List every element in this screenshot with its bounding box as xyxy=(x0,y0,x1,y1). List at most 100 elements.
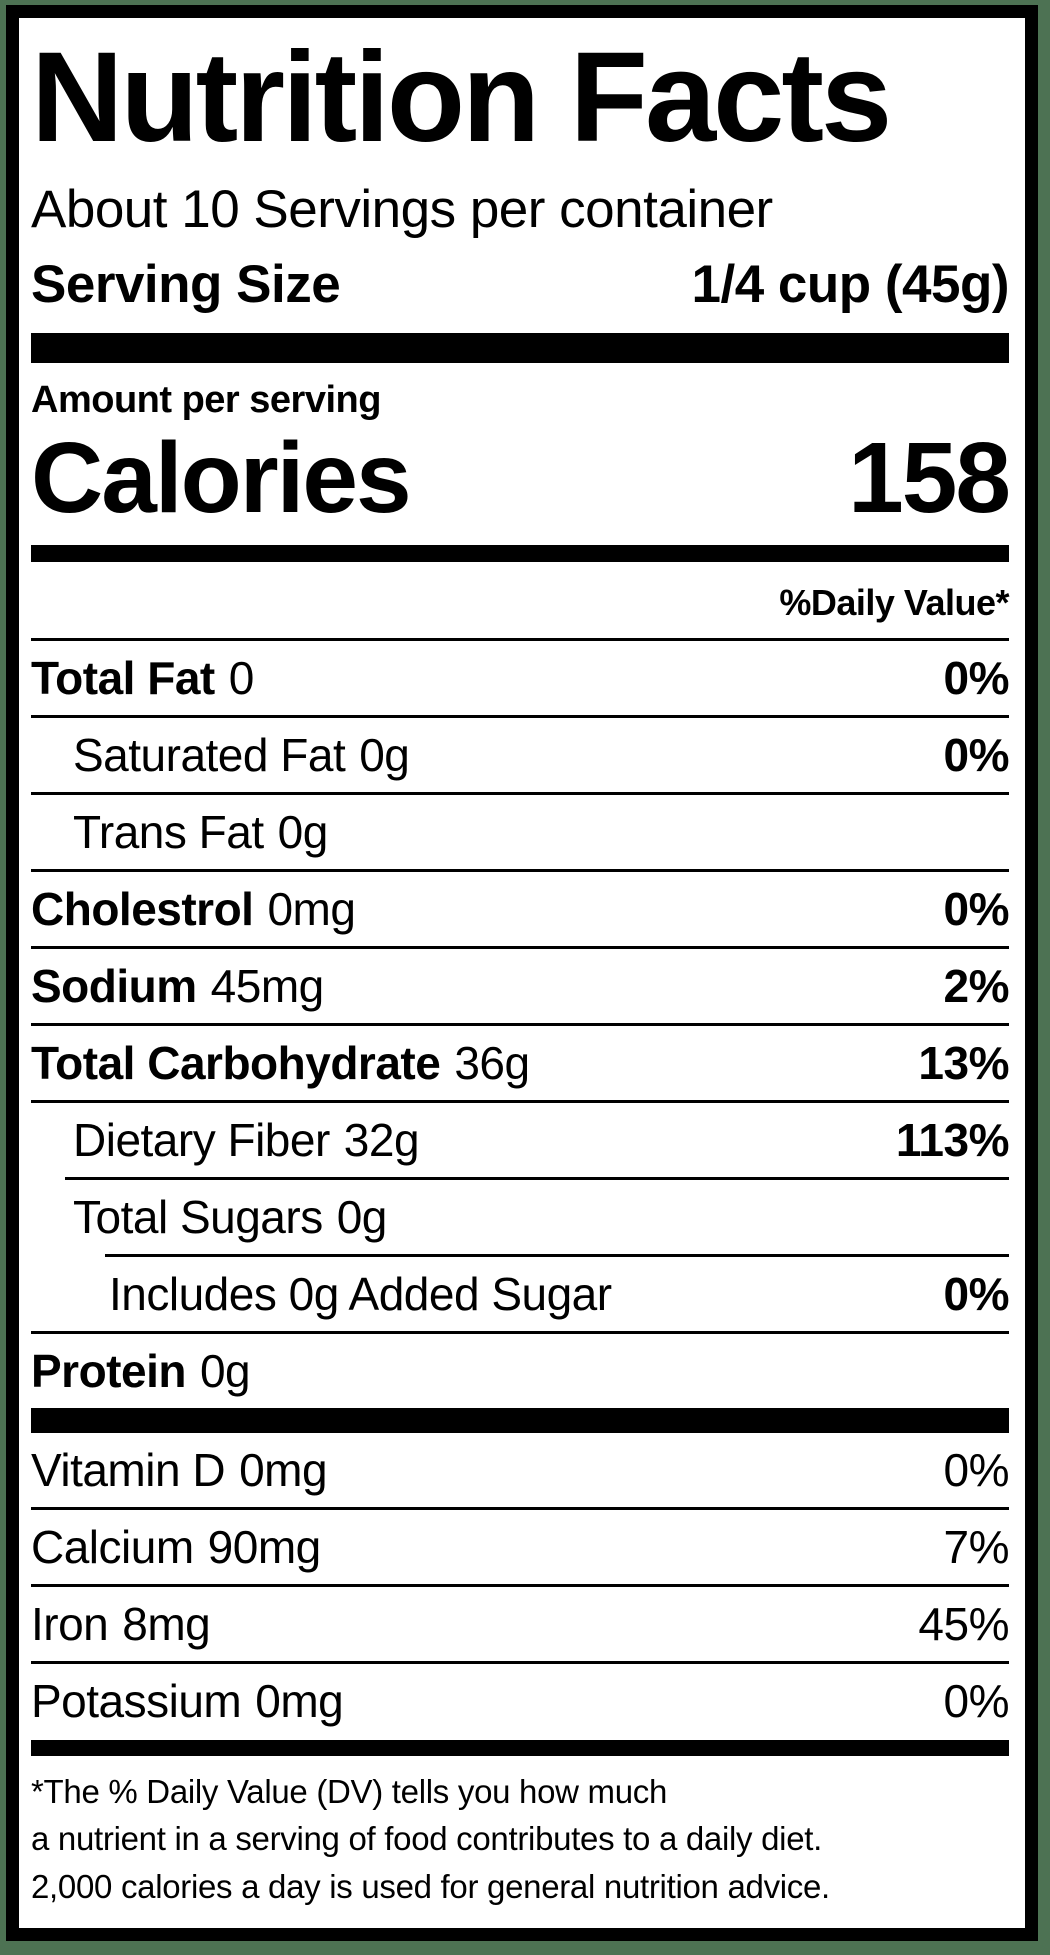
divider xyxy=(31,1099,1009,1103)
nutrient-row: Saturated Fat 0g 0% xyxy=(31,718,1010,792)
nutrient-daily-value: 113% xyxy=(895,1113,1010,1166)
footnote: *The % Daily Value (DV) tells you how mu… xyxy=(31,1768,1009,1912)
nutrient-amount: 0g xyxy=(199,1344,251,1397)
nutrient-label: Total Fat xyxy=(31,651,215,704)
servings-per-container: About 10 Servings per container xyxy=(31,180,773,239)
vitamin-label: Vitamin D xyxy=(31,1443,226,1496)
nutrient-daily-value: 0% xyxy=(943,1267,1010,1320)
nutrient-table: Total Fat 0 0% Saturated Fat 0g 0% Trans Fat 0g… xyxy=(31,637,1010,1408)
nutrient-row: Total Sugars 0g xyxy=(31,1180,1009,1254)
nutrient-label: Saturated Fat xyxy=(73,728,346,781)
nutrient-amount: 0g xyxy=(336,1190,388,1243)
nutrient-daily-value: 13% xyxy=(918,1036,1009,1089)
nutrient-left: Dietary Fiber 32g xyxy=(31,1113,420,1167)
nutrient-label: Total Sugars xyxy=(73,1190,323,1243)
divider xyxy=(31,637,1009,641)
vitamin-left: Iron 8mg xyxy=(31,1597,211,1651)
divider xyxy=(105,1253,1009,1257)
nutrient-label: Protein xyxy=(31,1344,186,1397)
nutrient-amount: 0 xyxy=(228,651,255,704)
nutrient-left: Protein 0g xyxy=(31,1344,251,1398)
thick-divider-bar xyxy=(31,332,1009,363)
nutrient-label: Cholestrol xyxy=(31,882,254,935)
divider xyxy=(31,1022,1009,1026)
nutrient-amount: 0g xyxy=(359,728,410,781)
footnote-line: *The % Daily Value (DV) tells you how mu… xyxy=(31,1772,668,1810)
divider xyxy=(31,791,1009,795)
calories-value: 158 xyxy=(848,421,1011,534)
nutrient-left: Total Fat 0 xyxy=(31,651,254,705)
nutrient-label: Trans Fat xyxy=(73,805,264,858)
nutrient-daily-value: 0% xyxy=(943,651,1010,704)
nutrient-label: Includes 0g Added Sugar xyxy=(109,1267,612,1320)
divider xyxy=(31,1330,1009,1334)
thick-divider-bar xyxy=(31,544,1009,562)
nutrient-daily-value: 0% xyxy=(943,882,1010,935)
nutrient-amount: 0mg xyxy=(267,882,356,935)
nutrient-left: Includes 0g Added Sugar xyxy=(31,1267,612,1321)
nutrient-left: Cholestrol 0mg xyxy=(31,882,356,936)
vitamin-left: Vitamin D 0mg xyxy=(31,1443,328,1497)
divider xyxy=(31,1660,1009,1664)
nutrient-row: Total Fat 0 0% xyxy=(31,641,1010,715)
divider xyxy=(65,1176,1009,1180)
vitamin-row: Iron 8mg 45% xyxy=(31,1587,1009,1661)
nutrient-row: Sodium 45mg 2% xyxy=(31,949,1010,1023)
vitamin-label: Iron xyxy=(31,1597,109,1650)
vitamin-label: Potassium xyxy=(31,1674,242,1727)
vitamin-daily-value: 7% xyxy=(943,1520,1010,1573)
serving-size-value: 1/4 cup (45g) xyxy=(691,254,1010,314)
divider xyxy=(31,868,1009,872)
nutrient-amount: 45mg xyxy=(210,959,325,1012)
nutrient-row: Protein 0g xyxy=(31,1334,1009,1408)
vitamin-row: Vitamin D 0mg 0% xyxy=(31,1433,1010,1507)
nutrient-amount: 32g xyxy=(343,1113,420,1166)
nutrient-row: Includes 0g Added Sugar 0% xyxy=(31,1257,1010,1331)
thick-divider-bar xyxy=(31,1739,1009,1756)
vitamin-table: Vitamin D 0mg 0% Calcium 90mg 7% Iron 8mg 45% Pot… xyxy=(31,1433,1010,1738)
nutrient-left: Sodium 45mg xyxy=(31,959,324,1013)
nutrition-facts-label: Nutrition Facts About 10 Servings per co… xyxy=(6,5,1038,1941)
vitamin-left: Calcium 90mg xyxy=(31,1520,321,1574)
vitamin-amount: 8mg xyxy=(122,1597,211,1650)
vitamin-amount: 0mg xyxy=(255,1674,344,1727)
nutrient-row: Trans Fat 0g xyxy=(31,795,1009,869)
vitamin-row: Potassium 0mg 0% xyxy=(31,1664,1010,1738)
footnote-line: a nutrient in a serving of food contribu… xyxy=(31,1820,822,1858)
vitamin-amount: 90mg xyxy=(207,1520,322,1573)
nutrient-row: Total Carbohydrate 36g 13% xyxy=(31,1026,1009,1100)
nutrient-row: Cholestrol 0mg 0% xyxy=(31,872,1010,946)
calories-label: Calories xyxy=(31,421,412,534)
nutrient-label: Total Carbohydrate xyxy=(31,1036,441,1089)
vitamin-row: Calcium 90mg 7% xyxy=(31,1510,1010,1584)
divider xyxy=(31,945,1009,949)
nutrient-left: Trans Fat 0g xyxy=(31,805,328,859)
label-title: Nutrition Facts xyxy=(31,26,892,169)
vitamin-daily-value: 0% xyxy=(943,1674,1010,1727)
daily-value-header: %Daily Value* xyxy=(779,581,1009,623)
nutrient-left: Total Carbohydrate 36g xyxy=(31,1036,530,1090)
calories-row: Calories 158 xyxy=(31,421,1011,534)
serving-size-label: Serving Size xyxy=(31,254,341,314)
footnote-line: 2,000 calories a day is used for general… xyxy=(31,1868,830,1906)
thick-divider-bar xyxy=(31,1407,1009,1433)
vitamin-left: Potassium 0mg xyxy=(31,1674,344,1728)
divider xyxy=(31,1583,1009,1587)
serving-size-row: Serving Size 1/4 cup (45g) xyxy=(31,254,1010,315)
nutrient-left: Saturated Fat 0g xyxy=(31,728,410,782)
vitamin-daily-value: 45% xyxy=(918,1597,1009,1650)
nutrient-label: Dietary Fiber xyxy=(73,1113,330,1166)
vitamin-daily-value: 0% xyxy=(943,1443,1010,1496)
nutrient-daily-value: 0% xyxy=(943,728,1010,781)
nutrient-left: Total Sugars 0g xyxy=(31,1190,387,1244)
vitamin-amount: 0mg xyxy=(239,1443,328,1496)
amount-per-serving-label: Amount per serving xyxy=(31,378,381,421)
nutrient-row: Dietary Fiber 32g 113% xyxy=(31,1103,1010,1177)
divider xyxy=(31,1506,1009,1510)
nutrient-amount: 0g xyxy=(277,805,329,858)
vitamin-label: Calcium xyxy=(31,1520,194,1573)
nutrient-amount: 36g xyxy=(454,1036,530,1089)
divider xyxy=(31,714,1009,718)
nutrient-label: Sodium xyxy=(31,959,197,1012)
